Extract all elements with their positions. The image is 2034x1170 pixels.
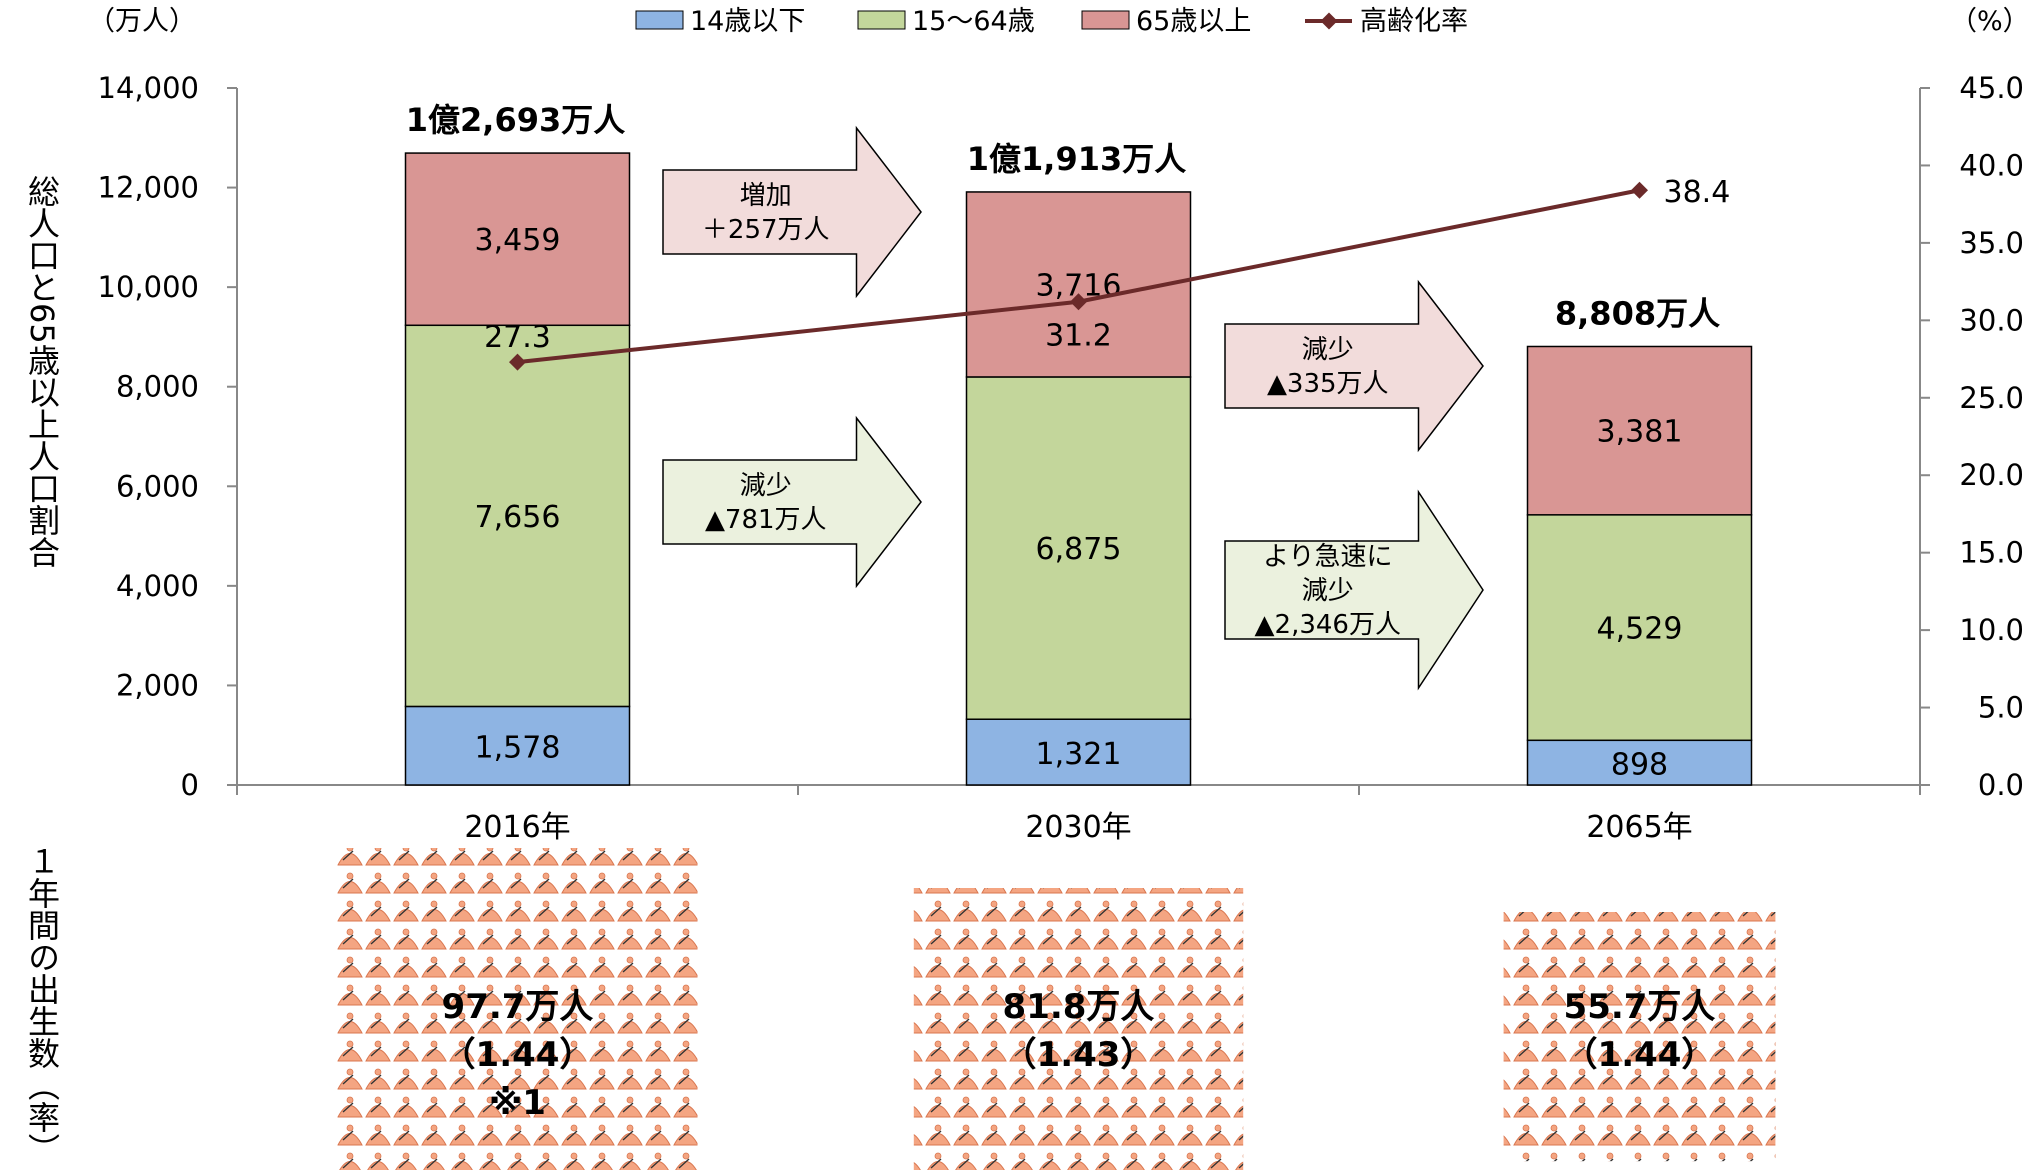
left-axis-title: 総人口と65歳以上人口割合 [23,175,61,568]
left-axis-unit: （万人） [88,6,196,37]
births-text: ※1 [489,1083,546,1123]
births-pictogram [337,848,698,1170]
right-tick-label: 30.0 [1959,303,2024,337]
bar-segment [1526,345,1753,516]
left-tick-label: 2,000 [116,668,199,702]
births-text: （1.44） [1564,1035,1716,1075]
bar-value-label: 1,321 [1036,737,1122,772]
left-tick-label: 6,000 [116,469,199,503]
legend-label-14: 14歳以下 [690,6,805,37]
bar-segment [965,191,1192,378]
aging-rate-line: 27.3 31.2 38.4 [484,175,1731,371]
right-tick-label: 5.0 [1978,691,2024,725]
bar-segment [404,324,631,708]
bar-segment [1526,514,1753,742]
rate-point [1631,181,1648,199]
left-tick-label: 12,000 [98,171,199,205]
legend-swatch-14 [635,10,684,30]
left-tick-label: 14,000 [98,71,199,105]
bar-total-label: 8,808万人 [1555,294,1720,332]
bar-value-label: 3,459 [475,223,561,258]
bar-segment [404,152,631,327]
change-arrow-text: より急速に [1263,542,1392,572]
right-axis-unit: （%） [1950,6,2030,37]
change-arrow [1224,489,1484,691]
bar-value-label: 4,529 [1597,612,1683,647]
bar-total-label: 1億1,913万人 [967,140,1187,178]
rate-label: 31.2 [1045,319,1112,354]
births-pictogram [913,888,1244,1170]
bar-total-label: 1億2,693万人 [406,101,626,139]
right-tick-label: 35.0 [1959,226,2024,260]
category-label: 2065年 [1586,810,1692,845]
right-tick-label: 20.0 [1959,458,2024,492]
left-tick-label: 0 [181,768,199,802]
bar-value-label: 7,656 [475,500,561,535]
change-arrow-text: ▲781万人 [705,505,827,535]
births-text: 81.8万人 [1003,987,1155,1027]
legend-marker-rate [1320,12,1338,30]
right-tick-label: 40.0 [1959,148,2024,182]
rate-point [509,353,526,371]
bars: 1,578 7,656 3,459 1億2,693万人 2016年 1,321 6,875 3… [404,101,1753,845]
legend-label-65: 65歳以上 [1136,6,1251,37]
category-label: 2016年 [464,810,570,845]
bar-segment [404,705,631,786]
bar-segment [1526,739,1753,786]
legend-swatch-65 [1081,10,1130,30]
change-arrow [662,415,922,589]
change-arrow-text: 減少 [1302,576,1354,606]
legend-swatch-15-64 [857,10,906,30]
change-arrow [662,125,922,299]
bar-segment [965,376,1192,720]
right-tick-label: 45.0 [1959,71,2024,105]
bar-value-label: 1,578 [475,731,561,766]
bar-value-label: 6,875 [1036,532,1122,567]
change-arrow-text: ▲2,346万人 [1255,610,1401,640]
left-tick-label: 8,000 [116,370,199,404]
right-tick-label: 10.0 [1959,613,2024,647]
births-pictogram [1503,912,1776,1162]
births-text: 55.7万人 [1564,987,1716,1027]
change-arrow-text: 増加 [740,181,792,211]
bar-value-label: 3,381 [1597,415,1683,450]
bar-segment [965,718,1192,786]
right-tick-label: 0.0 [1978,768,2024,802]
change-arrow-text: 減少 [740,471,792,501]
legend-label-rate: 高齢化率 [1360,6,1468,37]
change-arrow-text: ＋257万人 [702,215,830,245]
bar-value-label: 898 [1611,748,1668,783]
births-text: 97.7万人 [442,987,594,1027]
legend: 14歳以下 15〜64歳 65歳以上 高齢化率 [635,6,1468,37]
change-arrow [1224,279,1484,453]
births-section: 97.7万人 （1.44） ※1 81.8万人 （1.43） 55.7万人 （1.44） [337,848,1776,1170]
rate-label: 38.4 [1664,175,1731,210]
axes: 0 2,000 4,000 6,000 8,000 10,000 12,000 14,000 0… [98,71,2024,802]
category-label: 2030年 [1025,810,1131,845]
change-arrow-text: 減少 [1302,335,1354,365]
rate-label: 27.3 [484,320,551,355]
births-text: （1.43） [1003,1035,1155,1075]
change-arrow-text: ▲335万人 [1267,369,1389,399]
left-tick-label: 10,000 [98,270,199,304]
left-tick-label: 4,000 [116,569,199,603]
births-text: （1.44） [442,1035,594,1075]
right-tick-label: 15.0 [1959,536,2024,570]
births-side-label: １年間の出生数（率） [23,845,61,1165]
right-tick-label: 25.0 [1959,381,2024,415]
legend-label-15-64: 15〜64歳 [912,6,1035,37]
